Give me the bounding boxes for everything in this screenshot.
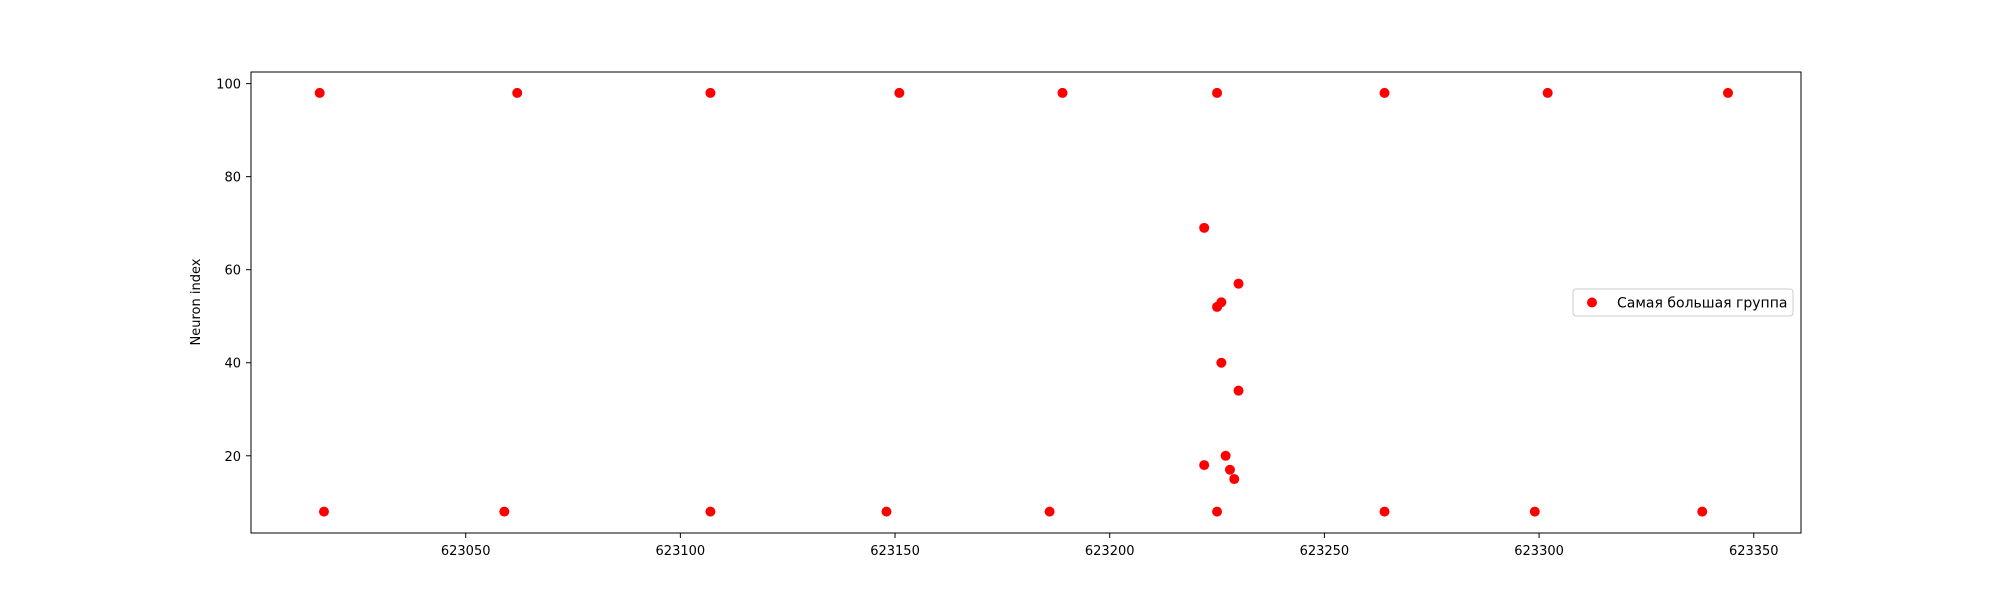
y-tick-label: 20 — [224, 450, 241, 465]
data-point — [512, 87, 523, 98]
x-tick-label: 623150 — [870, 544, 920, 559]
data-point — [1233, 278, 1244, 289]
x-tick-label: 623350 — [1729, 544, 1779, 559]
plot-frame — [250, 71, 1802, 534]
legend-box — [1572, 288, 1794, 317]
legend-label: Самая большая группа — [1617, 296, 1787, 312]
data-point — [1212, 301, 1223, 312]
data-point — [894, 87, 905, 98]
data-point — [1044, 506, 1055, 517]
data-point — [1229, 474, 1240, 485]
y-axis-label: Neuron index — [189, 258, 204, 345]
legend: Самая большая группа — [1572, 288, 1794, 317]
x-tick-label: 623050 — [441, 544, 491, 559]
x-tick-label: 623100 — [656, 544, 706, 559]
legend-marker — [1587, 297, 1597, 308]
data-point — [705, 506, 716, 517]
y-tick-label: 80 — [224, 171, 241, 186]
data-point — [1220, 450, 1231, 461]
data-points — [314, 87, 1734, 517]
data-point — [1542, 87, 1553, 98]
x-tick-label: 623250 — [1300, 544, 1350, 559]
data-point — [1379, 506, 1390, 517]
x-tick-label: 623300 — [1514, 544, 1564, 559]
data-point — [1216, 357, 1227, 368]
data-point — [1723, 87, 1734, 98]
data-point — [499, 506, 510, 517]
data-point — [1199, 460, 1210, 471]
data-point — [318, 506, 329, 517]
data-point — [881, 506, 892, 517]
data-point — [705, 87, 716, 98]
data-point — [1199, 222, 1210, 233]
x-axis: 623050 623100 623150 623200 623250 623300 6233… — [441, 533, 1779, 559]
y-tick-label: 100 — [216, 78, 241, 93]
y-tick-label: 40 — [224, 357, 241, 372]
y-tick-label: 60 — [224, 264, 241, 279]
data-point — [1057, 87, 1068, 98]
y-axis: 20 40 60 80 100 — [216, 78, 251, 465]
data-point — [1233, 385, 1244, 396]
data-point — [314, 87, 325, 98]
x-tick-label: 623200 — [1085, 544, 1135, 559]
data-point — [1212, 506, 1223, 517]
data-point — [1224, 464, 1235, 475]
data-point — [1529, 506, 1540, 517]
data-point — [1212, 87, 1223, 98]
data-point — [1379, 87, 1390, 98]
data-point — [1697, 506, 1708, 517]
